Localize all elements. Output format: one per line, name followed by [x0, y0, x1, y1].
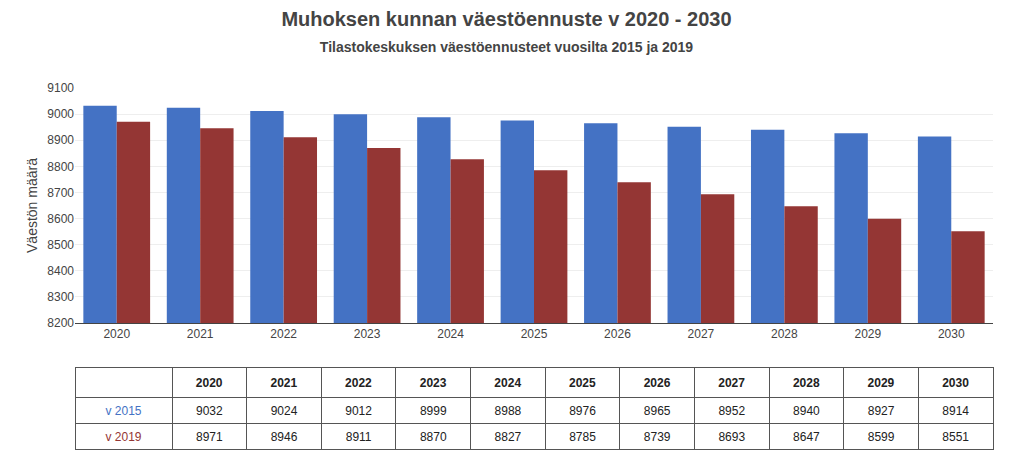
- svg-text:2022: 2022: [270, 327, 297, 341]
- svg-text:8200: 8200: [47, 316, 74, 330]
- svg-text:2025: 2025: [569, 376, 596, 390]
- svg-text:2028: 2028: [771, 327, 798, 341]
- svg-text:8976: 8976: [569, 404, 596, 418]
- svg-text:2027: 2027: [688, 327, 715, 341]
- svg-text:8700: 8700: [47, 186, 74, 200]
- svg-text:Muhoksen kunnan väestöennuste: Muhoksen kunnan väestöennuste v 2020 - 2…: [281, 8, 731, 55]
- svg-text:8870: 8870: [420, 430, 447, 444]
- svg-text:8739: 8739: [644, 430, 671, 444]
- svg-text:8999: 8999: [420, 404, 447, 418]
- svg-text:2024: 2024: [494, 376, 521, 390]
- svg-text:8551: 8551: [942, 430, 969, 444]
- svg-text:8800: 8800: [47, 160, 74, 174]
- svg-text:2020: 2020: [196, 376, 223, 390]
- svg-text:2023: 2023: [420, 376, 447, 390]
- svg-text:8952: 8952: [718, 404, 745, 418]
- svg-text:9032: 9032: [196, 404, 223, 418]
- svg-text:8911: 8911: [346, 430, 372, 444]
- svg-text:8946: 8946: [271, 430, 298, 444]
- svg-text:2022: 2022: [345, 376, 372, 390]
- svg-text:8300: 8300: [47, 290, 74, 304]
- svg-text:2030: 2030: [938, 327, 965, 341]
- svg-text:8785: 8785: [569, 430, 596, 444]
- svg-text:8940: 8940: [793, 404, 820, 418]
- svg-text:2026: 2026: [644, 376, 671, 390]
- svg-text:2029: 2029: [868, 376, 895, 390]
- svg-text:2028: 2028: [793, 376, 820, 390]
- svg-text:8600: 8600: [47, 212, 74, 226]
- svg-text:8927: 8927: [868, 404, 895, 418]
- svg-text:2023: 2023: [354, 327, 381, 341]
- svg-text:8988: 8988: [495, 404, 522, 418]
- svg-text:2029: 2029: [854, 327, 881, 341]
- svg-text:8914: 8914: [942, 404, 969, 418]
- svg-text:9012: 9012: [345, 404, 372, 418]
- svg-text:8500: 8500: [47, 238, 74, 252]
- svg-text:2020: 2020: [103, 327, 130, 341]
- svg-text:8693: 8693: [718, 430, 745, 444]
- svg-text:9100: 9100: [47, 81, 74, 95]
- svg-text:8965: 8965: [644, 404, 671, 418]
- svg-text:8971: 8971: [196, 430, 223, 444]
- svg-text:8827: 8827: [495, 430, 522, 444]
- svg-text:8647: 8647: [793, 430, 820, 444]
- svg-text:2025: 2025: [521, 327, 548, 341]
- svg-text:2030: 2030: [942, 376, 969, 390]
- svg-text:2021: 2021: [270, 376, 297, 390]
- svg-text:8400: 8400: [47, 264, 74, 278]
- svg-text:8900: 8900: [47, 133, 74, 147]
- svg-text:Väestön määrä: Väestön määrä: [24, 158, 40, 253]
- svg-text:2024: 2024: [437, 327, 464, 341]
- svg-text:v 2015: v 2015: [105, 404, 141, 418]
- svg-text:9000: 9000: [47, 107, 74, 121]
- svg-text:8599: 8599: [868, 430, 895, 444]
- svg-text:2027: 2027: [718, 376, 745, 390]
- svg-text:v 2019: v 2019: [105, 430, 141, 444]
- svg-text:9024: 9024: [271, 404, 298, 418]
- svg-text:2021: 2021: [187, 327, 214, 341]
- svg-text:2026: 2026: [604, 327, 631, 341]
